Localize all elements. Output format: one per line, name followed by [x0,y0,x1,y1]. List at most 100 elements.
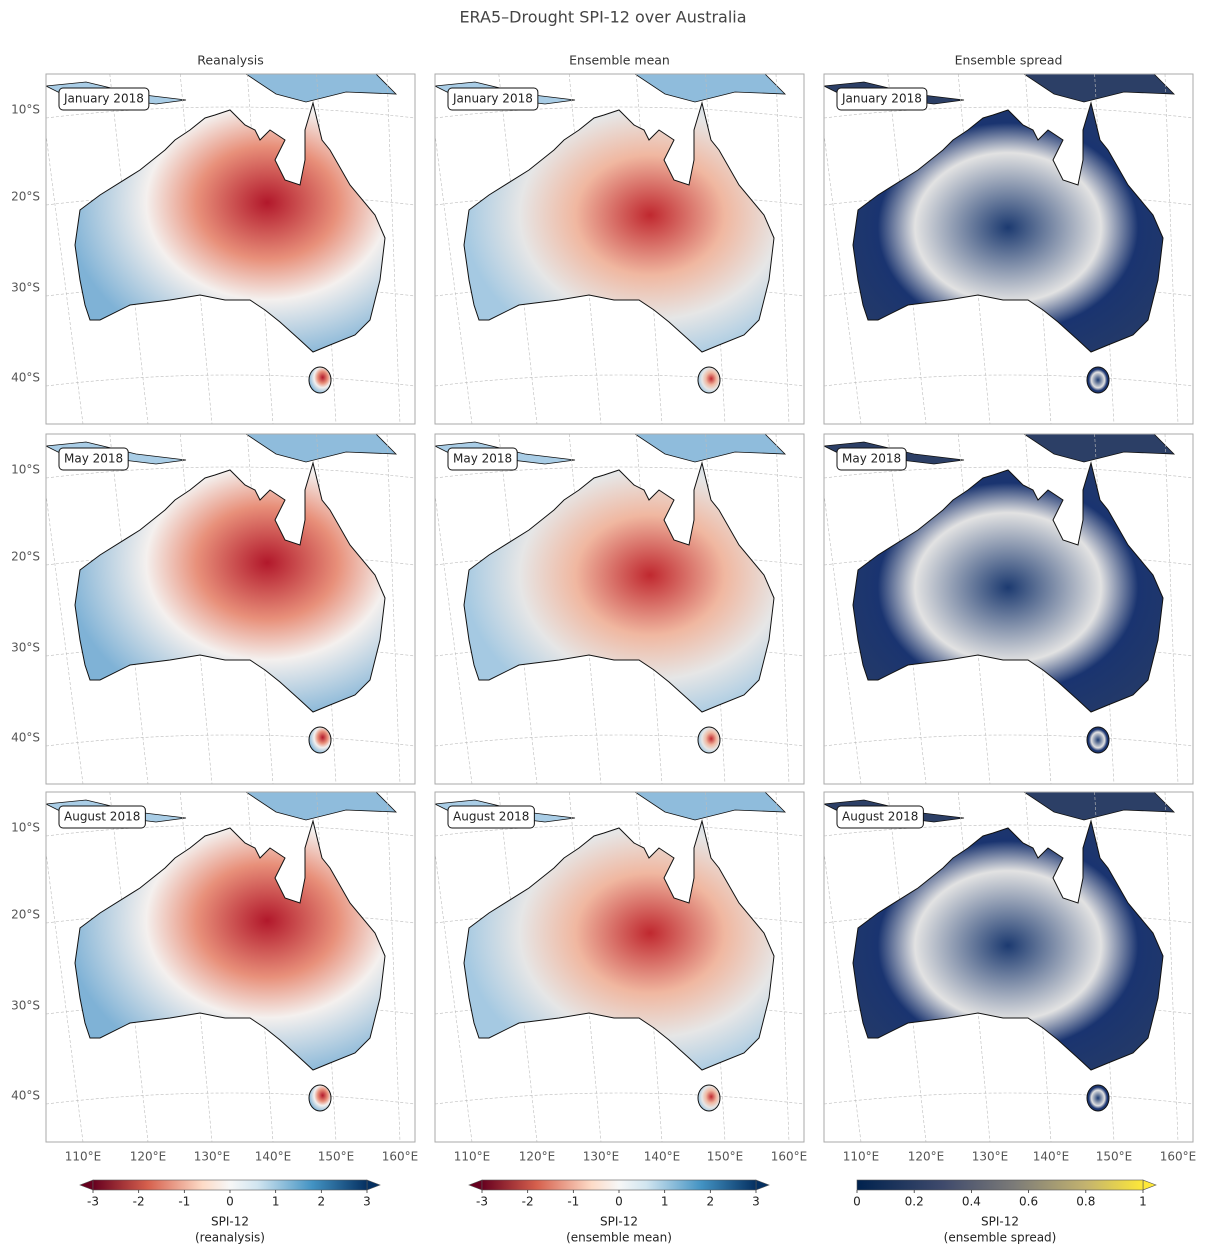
map-panel: May 2018 [434,433,805,785]
colorbar-extend-max [1142,1179,1157,1191]
colorbar-extend-max [755,1179,770,1191]
date-label: August 2018 [453,810,529,824]
tasmania [697,366,721,394]
map-panel: August 2018 [434,791,805,1143]
graticule [435,106,804,119]
graticule [435,374,804,387]
graticule [435,911,804,924]
graticule [824,1092,1193,1105]
tasmania [1086,1084,1110,1112]
graticule [775,434,790,784]
map-panel: May 2018 [823,433,1194,785]
colorbar-tick-label: 1 [272,1195,280,1209]
graticule [824,824,1193,837]
tasmania [308,1084,332,1112]
map-content [435,434,804,784]
panel-frame [45,73,416,425]
date-label: January 2018 [452,92,533,106]
colorbar-body [92,1179,368,1191]
graticule [46,734,415,747]
date-box [58,87,150,111]
colorbar-tick-label: 0.6 [1019,1195,1038,1209]
graticule [46,824,415,837]
date-label: August 2018 [64,810,140,824]
date-label: August 2018 [842,810,918,824]
colorbar-tick-label: 0.2 [905,1195,924,1209]
colorbar-label: SPI-12 [211,1215,249,1229]
colorbar-tick-label: 3 [363,1195,371,1209]
colorbar-tick-label: -2 [522,1195,534,1209]
date-box [58,447,129,471]
lat-label: 10°S [11,103,40,117]
graticule [775,74,790,424]
panel-frame [823,73,1194,425]
map-content [435,74,804,424]
figure-title: ERA5–Drought SPI-12 over Australia [459,8,746,27]
lon-label: 160°E [382,1150,419,1164]
panel-frame [434,433,805,785]
graticule [46,553,415,566]
lon-label: 120°E [519,1150,556,1164]
colorbar-label: (ensemble mean) [566,1231,672,1245]
australia [852,461,1164,713]
colorbar-tick-label: 0 [615,1195,623,1209]
colorbar-tick-label: 2 [707,1195,715,1209]
lat-label: 40°S [11,1089,40,1103]
date-label: May 2018 [64,452,123,466]
colorbar-extend-min [79,1179,94,1191]
australia [852,101,1164,353]
colorbar: 0 0.2 0.4 0.6 0.8 1 SPI-12 (ensemble spread) [853,1179,1157,1245]
coast-nguinea [245,74,398,103]
panel-frame [434,791,805,1143]
graticule [46,849,84,1142]
lon-label: 130°E [972,1150,1009,1164]
tasmania [697,1084,721,1112]
lat-label: 20°S [11,190,40,204]
colorbar-label: SPI-12 [981,1215,1019,1229]
colorbar-tick-label: 0 [853,1195,861,1209]
graticule [435,849,473,1142]
graticule [775,792,790,1142]
column-title: Reanalysis [197,53,263,68]
graticule [46,911,415,924]
coast-nguinea [634,74,787,103]
australia [463,819,775,1071]
colorbar: -3 -2 -1 0 1 2 3 SPI-12 (reanalysis) [79,1179,381,1245]
australia [852,819,1164,1071]
coast-nguinea [245,792,398,821]
map-content [46,434,415,784]
graticule [824,491,862,784]
colorbar-tick-label: 0.4 [962,1195,981,1209]
map-panel: January 2018 [823,73,1194,425]
colorbar-tick-label: -3 [87,1195,99,1209]
colorbar-tick-label: -2 [133,1195,145,1209]
tasmania [1086,726,1110,754]
lon-label: 130°E [583,1150,620,1164]
tasmania [308,366,332,394]
graticule [435,1092,804,1105]
column-title: Ensemble spread [955,53,1063,68]
coast-nguinea [1023,792,1176,821]
map-content [824,792,1193,1142]
lat-label: 20°S [11,550,40,564]
colorbar: -3 -2 -1 0 1 2 3 SPI-12 (ensemble mean) [468,1179,770,1245]
date-box [836,805,924,829]
graticule [46,1092,415,1105]
graticule [824,193,1193,206]
graticule [46,193,415,206]
lon-label: 150°E [1096,1150,1133,1164]
map-content [824,74,1193,424]
graticule [435,824,804,837]
lat-label: 30°S [11,281,40,295]
tasmania [1086,366,1110,394]
lon-label: 150°E [707,1150,744,1164]
map-panel: May 2018 [45,433,416,785]
graticule [824,466,1193,479]
colorbar-body [856,1179,1144,1191]
date-label: January 2018 [63,92,144,106]
lon-label: 160°E [771,1150,808,1164]
graticule [435,466,804,479]
colorbar-tick-label: 0.8 [1076,1195,1095,1209]
australia [463,461,775,713]
lon-label: 120°E [908,1150,945,1164]
